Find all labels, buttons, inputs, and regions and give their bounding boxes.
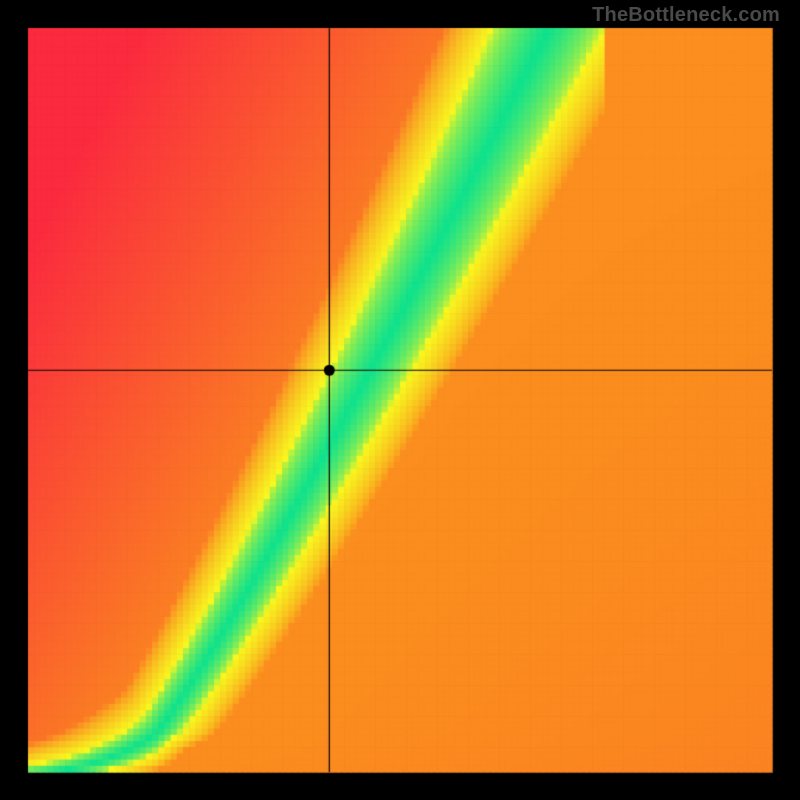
- crosshair-overlay: [0, 0, 800, 800]
- watermark-text: TheBottleneck.com: [592, 4, 780, 27]
